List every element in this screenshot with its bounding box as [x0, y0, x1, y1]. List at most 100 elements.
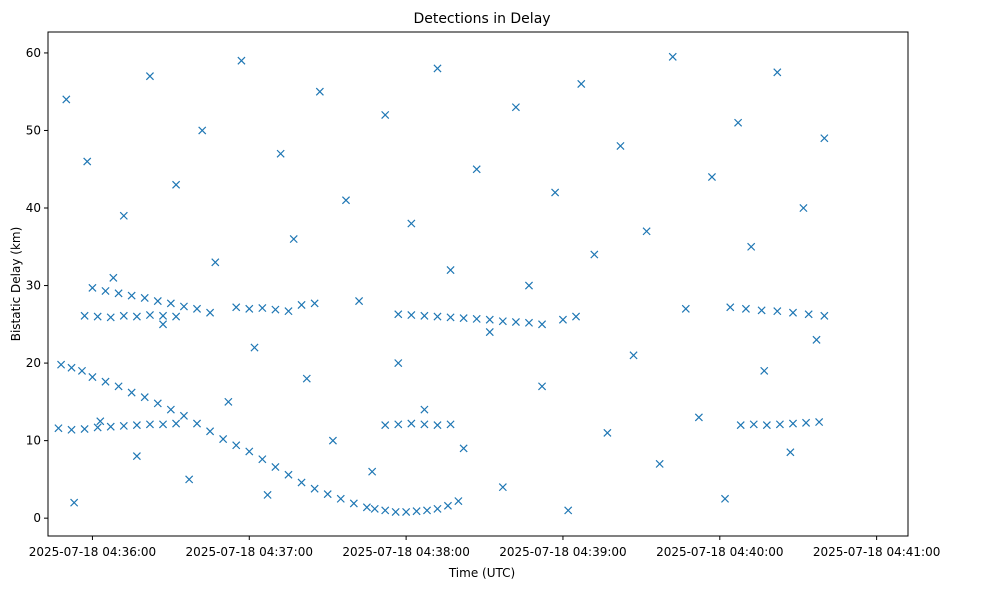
- data-point: [446, 420, 455, 429]
- data-point: [192, 304, 202, 313]
- data-point: [433, 312, 442, 321]
- y-tick-label: 20: [26, 356, 41, 370]
- data-point: [420, 420, 429, 429]
- y-axis: 0 10 20 30 40 50 60: [26, 46, 48, 525]
- data-point: [381, 110, 390, 119]
- data-point: [88, 373, 97, 382]
- data-point: [407, 310, 416, 320]
- data-point: [420, 405, 429, 414]
- data-point: [109, 273, 118, 282]
- data-point: [799, 203, 808, 213]
- data-point: [812, 335, 821, 344]
- data-point: [271, 305, 280, 314]
- plot-area: [47, 31, 909, 537]
- x-tick-label: 2025-07-18 04:39:00: [499, 545, 626, 559]
- data-point: [245, 304, 254, 313]
- x-tick-label: 2025-07-18 04:36:00: [29, 545, 156, 559]
- data-point: [681, 304, 690, 313]
- data-point: [498, 483, 507, 492]
- data-point: [423, 506, 432, 515]
- data-point: [433, 421, 442, 430]
- y-tick-label: 50: [26, 123, 41, 137]
- x-tick-label: 2025-07-18 04:38:00: [342, 545, 469, 559]
- data-point: [394, 310, 403, 319]
- data-point: [788, 308, 798, 317]
- data-point: [153, 399, 162, 408]
- data-point: [132, 312, 141, 321]
- data-point: [394, 420, 403, 429]
- data-point: [145, 420, 154, 429]
- y-axis-label: Bistatic Delay (km): [9, 227, 23, 342]
- data-point: [336, 494, 345, 503]
- data-point: [315, 87, 324, 96]
- data-point: [297, 478, 306, 487]
- data-point: [263, 490, 272, 499]
- data-point: [407, 219, 416, 228]
- data-point: [172, 419, 181, 428]
- data-point: [145, 310, 154, 320]
- data-point: [302, 374, 311, 383]
- data-point: [370, 504, 379, 513]
- data-point: [276, 149, 285, 158]
- x-axis: 2025-07-18 04:36:00 2025-07-18 04:37:00 20…: [29, 536, 940, 559]
- data-point: [179, 411, 188, 420]
- data-point: [158, 311, 168, 320]
- data-point: [166, 299, 175, 308]
- y-tick-label: 40: [26, 201, 41, 215]
- data-point: [433, 504, 442, 513]
- data-point: [93, 423, 102, 432]
- data-point: [198, 126, 207, 135]
- data-point: [67, 425, 76, 434]
- data-point: [472, 165, 481, 174]
- data-point: [629, 351, 638, 360]
- data-point: [402, 507, 411, 516]
- data-point: [88, 283, 97, 292]
- data-point: [655, 459, 664, 468]
- data-point: [775, 420, 784, 429]
- data-point: [77, 366, 87, 375]
- data-point: [114, 289, 123, 298]
- data-point: [297, 300, 306, 309]
- data-point: [206, 427, 215, 436]
- x-axis-label: Time (UTC): [448, 566, 515, 580]
- data-point: [558, 315, 567, 324]
- data-point: [310, 484, 319, 493]
- data-point: [341, 196, 351, 205]
- data-point: [788, 419, 798, 428]
- data-points: [54, 52, 829, 516]
- data-point: [140, 293, 149, 302]
- data-point: [127, 291, 136, 300]
- data-point: [815, 417, 824, 427]
- data-point: [362, 503, 371, 512]
- data-point: [114, 382, 123, 391]
- data-point: [172, 312, 181, 321]
- data-point: [101, 377, 110, 386]
- data-point: [57, 360, 66, 369]
- data-point: [179, 302, 188, 311]
- data-point: [603, 428, 612, 437]
- data-point: [132, 452, 141, 461]
- data-point: [67, 363, 76, 372]
- data-point: [237, 56, 246, 65]
- x-tick-label: 2025-07-18 04:41:00: [813, 545, 940, 559]
- x-tick-label: 2025-07-18 04:40:00: [656, 545, 783, 559]
- data-point: [511, 317, 520, 327]
- data-point: [524, 318, 533, 327]
- y-tick-label: 10: [26, 434, 41, 448]
- data-point: [694, 413, 703, 422]
- data-point: [443, 501, 452, 510]
- data-point: [119, 211, 128, 220]
- data-point: [284, 470, 293, 479]
- data-point: [323, 490, 332, 499]
- data-point: [166, 405, 175, 414]
- data-point: [668, 52, 677, 61]
- x-tick-label: 2025-07-18 04:37:00: [186, 545, 313, 559]
- data-point: [289, 235, 298, 244]
- y-tick-label: 30: [26, 279, 41, 293]
- data-point: [106, 313, 115, 322]
- data-point: [349, 499, 358, 508]
- data-point: [328, 436, 337, 445]
- data-point: [206, 308, 215, 317]
- data-point: [96, 417, 105, 426]
